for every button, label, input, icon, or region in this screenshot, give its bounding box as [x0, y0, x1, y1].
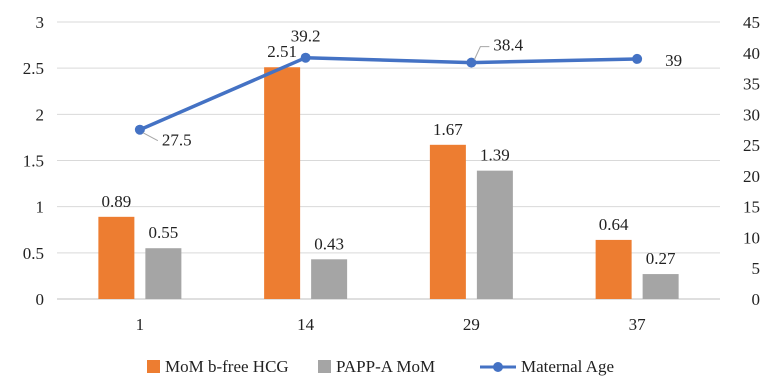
category-label: 37 [629, 315, 647, 334]
right-tick-label: 10 [743, 228, 760, 247]
left-tick-label: 1.5 [23, 152, 44, 171]
right-tick-label: 5 [752, 259, 761, 278]
legend-label: Maternal Age [521, 357, 614, 376]
left-axis-ticks: 0 0.5 1 1.5 2 2.5 3 [23, 13, 44, 309]
bars [98, 67, 679, 299]
category-label: 1 [136, 315, 145, 334]
legend-swatch [147, 360, 160, 373]
line-point [466, 57, 477, 68]
line-data-label: 39.2 [291, 27, 321, 46]
bar [595, 239, 632, 299]
line-series [134, 52, 643, 135]
legend-label: MoM b-free HCG [165, 357, 289, 376]
bar-data-label: 0.43 [314, 234, 344, 253]
legend: MoM b-free HCG PAPP-A MoM Maternal Age [147, 357, 614, 376]
right-tick-label: 30 [743, 105, 760, 124]
left-tick-label: 0.5 [23, 244, 44, 263]
right-axis-ticks: 0 5 10 15 20 25 30 35 40 45 [743, 13, 760, 309]
bar [98, 216, 135, 299]
legend-swatch [318, 360, 331, 373]
bar-data-label: 1.67 [433, 120, 463, 139]
line-point [300, 52, 311, 63]
bar-data-label: 0.27 [646, 249, 676, 268]
bar-data-label: 0.89 [102, 192, 132, 211]
line-data-label: 38.4 [493, 36, 523, 55]
bar [429, 144, 466, 299]
line-series-path [139, 55, 638, 132]
right-tick-label: 35 [743, 75, 760, 94]
line-point [134, 124, 145, 135]
label-leader-line [473, 46, 490, 60]
right-tick-label: 45 [743, 13, 760, 32]
bar-data-label: 0.55 [149, 223, 179, 242]
line-point [632, 53, 643, 64]
bar-data-label: 2.51 [267, 42, 297, 61]
bar-data-label: 0.64 [599, 215, 629, 234]
bar [642, 274, 679, 299]
category-axis-labels: 1 14 29 37 [136, 315, 647, 334]
left-tick-label: 1 [36, 198, 45, 217]
right-tick-label: 40 [743, 44, 760, 63]
right-tick-label: 25 [743, 136, 760, 155]
left-tick-label: 0 [36, 290, 45, 309]
label-leader-line [142, 132, 159, 142]
right-tick-label: 15 [743, 198, 760, 217]
bar [476, 170, 513, 299]
legend-label: PAPP-A MoM [336, 357, 435, 376]
line-data-label: 39 [665, 51, 682, 70]
left-tick-label: 3 [36, 13, 45, 32]
line-data-label: 27.5 [162, 131, 192, 150]
left-tick-label: 2.5 [23, 59, 44, 78]
bar-data-label: 1.39 [480, 146, 510, 165]
category-label: 29 [463, 315, 480, 334]
right-tick-label: 20 [743, 167, 760, 186]
bar [145, 248, 182, 299]
bar [311, 259, 348, 299]
data-labels: 0.89 2.51 1.67 0.64 0.55 0.43 1.39 0.27 27.5 39.2… [102, 27, 683, 268]
right-tick-label: 0 [752, 290, 761, 309]
left-tick-label: 2 [36, 105, 45, 124]
category-label: 14 [297, 315, 315, 334]
bar [264, 67, 301, 299]
legend-marker [493, 362, 503, 372]
